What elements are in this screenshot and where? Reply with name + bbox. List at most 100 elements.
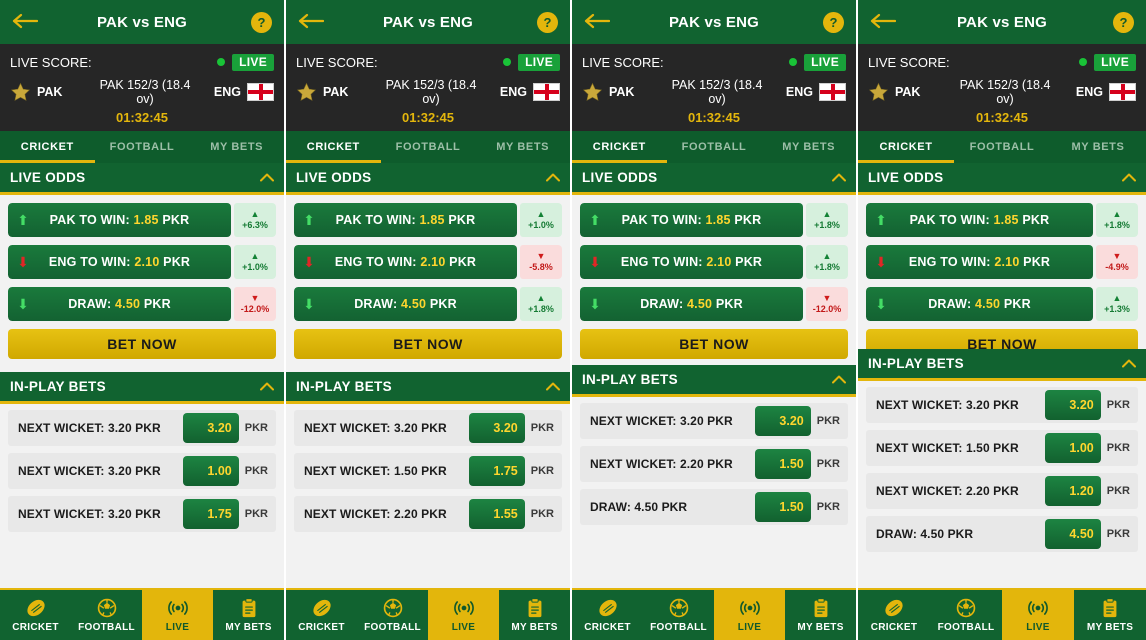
odds-button[interactable]: ⬆ PAK TO WIN: 1.85 PKR [294, 203, 517, 237]
live-odds-header[interactable]: LIVE ODDS [858, 163, 1146, 195]
inplay-row[interactable]: NEXT WICKET: 3.20 PKR 1.75 PKR [8, 496, 276, 532]
inplay-odds-value[interactable]: 1.50 [754, 449, 811, 479]
back-arrow-icon[interactable] [870, 12, 896, 32]
odds-row[interactable]: ⬆ PAK TO WIN: 1.85 PKR ▲ +6.3% [8, 203, 276, 237]
chevron-up-icon[interactable] [832, 170, 846, 185]
inplay-row[interactable]: NEXT WICKET: 3.20 PKR 3.20 PKR [866, 387, 1138, 423]
odds-row[interactable]: ⬆ PAK TO WIN: 1.85 PKR ▲ +1.8% [580, 203, 848, 237]
tab-my-bets[interactable]: MY BETS [782, 141, 836, 153]
nav-item-cricket[interactable]: CRICKET [286, 590, 357, 640]
inplay-row[interactable]: NEXT WICKET: 3.20 PKR 3.20 PKR [294, 410, 562, 446]
odds-row[interactable]: ⬆ PAK TO WIN: 1.85 PKR ▲ +1.0% [294, 203, 562, 237]
inplay-odds-value[interactable]: 1.00 [1044, 433, 1101, 463]
nav-item-my-bets[interactable]: MY BETS [1074, 590, 1146, 640]
inplay-odds-value[interactable]: 1.55 [468, 499, 525, 529]
nav-item-my-bets[interactable]: MY BETS [499, 590, 570, 640]
bet-now-button[interactable]: BET NOW [294, 329, 562, 359]
nav-item-live[interactable]: LIVE [428, 590, 499, 640]
inplay-bets-header[interactable]: IN-PLAY BETS [286, 372, 570, 404]
inplay-row[interactable]: NEXT WICKET: 1.50 PKR 1.75 PKR [294, 453, 562, 489]
inplay-odds-value[interactable]: 1.75 [182, 499, 239, 529]
back-arrow-icon[interactable] [12, 12, 38, 32]
inplay-bets-header[interactable]: IN-PLAY BETS [0, 372, 284, 404]
odds-button[interactable]: ⬇ DRAW: 4.50 PKR [866, 287, 1093, 321]
odds-button[interactable]: ⬇ DRAW: 4.50 PKR [294, 287, 517, 321]
chevron-up-icon[interactable] [546, 379, 560, 394]
tab-football[interactable]: FOOTBALL [681, 141, 747, 153]
chevron-up-icon[interactable] [260, 379, 274, 394]
odds-button[interactable]: ⬇ DRAW: 4.50 PKR [580, 287, 803, 321]
bet-now-button[interactable]: BET NOW [8, 329, 276, 359]
help-icon[interactable]: ? [823, 11, 844, 33]
inplay-odds-value[interactable]: 1.00 [182, 456, 239, 486]
nav-item-cricket[interactable]: CRICKET [0, 590, 71, 640]
nav-item-football[interactable]: FOOTBALL [357, 590, 428, 640]
nav-item-live[interactable]: LIVE [1002, 590, 1074, 640]
back-arrow-icon[interactable] [584, 12, 610, 32]
nav-item-my-bets[interactable]: MY BETS [213, 590, 284, 640]
nav-item-my-bets[interactable]: MY BETS [785, 590, 856, 640]
odds-button[interactable]: ⬆ PAK TO WIN: 1.85 PKR [8, 203, 231, 237]
tab-my-bets[interactable]: MY BETS [210, 141, 264, 153]
tab-cricket[interactable]: CRICKET [0, 131, 95, 163]
inplay-row[interactable]: NEXT WICKET: 3.20 PKR 1.00 PKR [8, 453, 276, 489]
bet-now-button[interactable]: BET NOW [580, 329, 848, 359]
inplay-row[interactable]: DRAW: 4.50 PKR 1.50 PKR [580, 489, 848, 525]
odds-row[interactable]: ⬇ ENG TO WIN: 2.10 PKR ▼ -4.9% [866, 245, 1138, 279]
odds-button[interactable]: ⬆ PAK TO WIN: 1.85 PKR [866, 203, 1093, 237]
chevron-up-icon[interactable] [1122, 170, 1136, 185]
nav-item-football[interactable]: FOOTBALL [71, 590, 142, 640]
help-icon[interactable]: ? [537, 11, 558, 33]
odds-row[interactable]: ⬇ ENG TO WIN: 2.10 PKR ▲ +1.8% [580, 245, 848, 279]
inplay-odds-value[interactable]: 3.20 [1044, 390, 1101, 420]
live-odds-header[interactable]: LIVE ODDS [286, 163, 570, 195]
tab-cricket[interactable]: CRICKET [858, 131, 954, 163]
help-icon[interactable]: ? [251, 11, 272, 33]
tab-cricket[interactable]: CRICKET [572, 131, 667, 163]
nav-item-cricket[interactable]: CRICKET [572, 590, 643, 640]
inplay-odds-value[interactable]: 1.75 [468, 456, 525, 486]
inplay-bets-header[interactable]: IN-PLAY BETS [858, 349, 1146, 381]
inplay-odds-value[interactable]: 1.20 [1044, 476, 1101, 506]
back-arrow-icon[interactable] [298, 12, 324, 32]
inplay-row[interactable]: DRAW: 4.50 PKR 4.50 PKR [866, 516, 1138, 552]
odds-button[interactable]: ⬇ ENG TO WIN: 2.10 PKR [294, 245, 517, 279]
nav-item-cricket[interactable]: CRICKET [858, 590, 930, 640]
odds-row[interactable]: ⬇ ENG TO WIN: 2.10 PKR ▲ +1.0% [8, 245, 276, 279]
odds-button[interactable]: ⬇ ENG TO WIN: 2.10 PKR [580, 245, 803, 279]
odds-button[interactable]: ⬇ DRAW: 4.50 PKR [8, 287, 231, 321]
inplay-row[interactable]: NEXT WICKET: 2.20 PKR 1.20 PKR [866, 473, 1138, 509]
inplay-row[interactable]: NEXT WICKET: 3.20 PKR 3.20 PKR [580, 403, 848, 439]
odds-button[interactable]: ⬇ ENG TO WIN: 2.10 PKR [866, 245, 1093, 279]
odds-button[interactable]: ⬆ PAK TO WIN: 1.85 PKR [580, 203, 803, 237]
inplay-odds-value[interactable]: 1.50 [754, 492, 811, 522]
inplay-odds-value[interactable]: 3.20 [182, 413, 239, 443]
nav-item-live[interactable]: LIVE [142, 590, 213, 640]
nav-item-live[interactable]: LIVE [714, 590, 785, 640]
live-odds-header[interactable]: LIVE ODDS [572, 163, 856, 195]
tab-football[interactable]: FOOTBALL [969, 141, 1035, 153]
tab-football[interactable]: FOOTBALL [395, 141, 461, 153]
odds-row[interactable]: ⬆ PAK TO WIN: 1.85 PKR ▲ +1.8% [866, 203, 1138, 237]
chevron-up-icon[interactable] [546, 170, 560, 185]
odds-row[interactable]: ⬇ DRAW: 4.50 PKR ▲ +1.3% [866, 287, 1138, 321]
chevron-up-icon[interactable] [260, 170, 274, 185]
inplay-row[interactable]: NEXT WICKET: 1.50 PKR 1.00 PKR [866, 430, 1138, 466]
inplay-row[interactable]: NEXT WICKET: 2.20 PKR 1.50 PKR [580, 446, 848, 482]
live-odds-header[interactable]: LIVE ODDS [0, 163, 284, 195]
inplay-row[interactable]: NEXT WICKET: 3.20 PKR 3.20 PKR [8, 410, 276, 446]
nav-item-football[interactable]: FOOTBALL [930, 590, 1002, 640]
inplay-bets-header[interactable]: IN-PLAY BETS [572, 365, 856, 397]
nav-item-football[interactable]: FOOTBALL [643, 590, 714, 640]
tab-football[interactable]: FOOTBALL [109, 141, 175, 153]
odds-row[interactable]: ⬇ DRAW: 4.50 PKR ▼ -12.0% [8, 287, 276, 321]
odds-button[interactable]: ⬇ ENG TO WIN: 2.10 PKR [8, 245, 231, 279]
tab-my-bets[interactable]: MY BETS [1071, 141, 1125, 153]
chevron-up-icon[interactable] [832, 372, 846, 387]
inplay-odds-value[interactable]: 3.20 [468, 413, 525, 443]
inplay-row[interactable]: NEXT WICKET: 2.20 PKR 1.55 PKR [294, 496, 562, 532]
tab-my-bets[interactable]: MY BETS [496, 141, 550, 153]
odds-row[interactable]: ⬇ DRAW: 4.50 PKR ▲ +1.8% [294, 287, 562, 321]
tab-cricket[interactable]: CRICKET [286, 131, 381, 163]
odds-row[interactable]: ⬇ ENG TO WIN: 2.10 PKR ▼ -5.8% [294, 245, 562, 279]
